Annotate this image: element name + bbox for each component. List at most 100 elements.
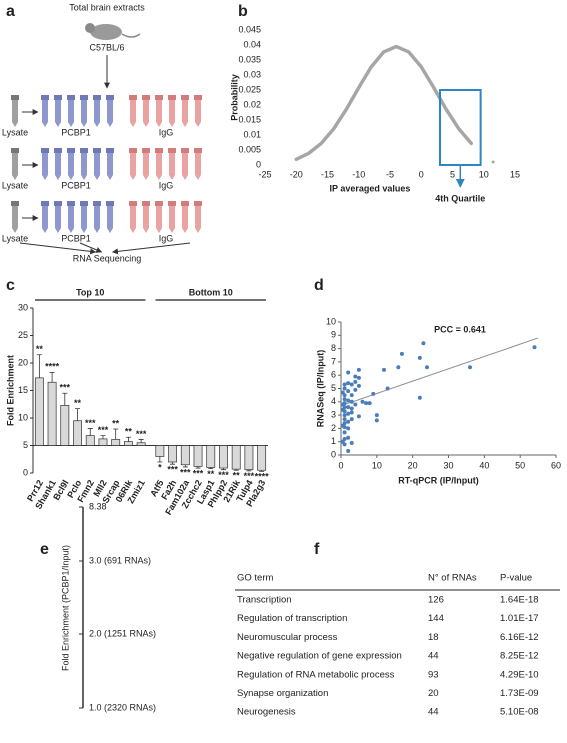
tube (12, 206, 18, 233)
point (385, 386, 390, 391)
x-tick-label: -10 (352, 169, 365, 179)
y-tick-label: 25 (18, 330, 28, 340)
tube (143, 153, 149, 180)
table-header: GO term (237, 573, 274, 584)
tube (107, 206, 113, 233)
point (349, 441, 354, 446)
scale-level: 1.0 (2320 RNAs) (89, 702, 156, 712)
error-bar (36, 354, 42, 378)
tube (94, 153, 100, 180)
point (346, 426, 351, 431)
y-tick-label: 10 (326, 316, 336, 326)
tube-cap (194, 201, 202, 206)
significance-label: *** (193, 468, 204, 478)
tube-cap (142, 201, 150, 206)
lysate-label: Lysate (2, 233, 28, 243)
y-tick-label: 0.045 (238, 24, 261, 34)
tube-cap (142, 95, 150, 100)
tube (55, 153, 61, 180)
y-tick-label: 2 (331, 423, 336, 433)
error-bar (100, 435, 106, 439)
scale-level: 2.0 (1251 RNAs) (89, 628, 156, 638)
x-tick-label: 0 (338, 460, 343, 470)
point (349, 417, 354, 422)
x-tick-label: 40 (479, 460, 489, 470)
tube-cap (129, 201, 137, 206)
outlier-point (491, 160, 495, 164)
table-cell: 126 (428, 595, 444, 606)
significance-label: *** (136, 429, 147, 439)
significance-label: *** (85, 418, 96, 428)
table-cell: 8.25E-12 (500, 651, 539, 662)
tube-cap (41, 148, 49, 153)
point (421, 341, 426, 346)
tube (81, 153, 87, 180)
tube (195, 100, 201, 127)
y-tick-label: 0.035 (238, 54, 261, 64)
x-tick-label: -20 (290, 169, 303, 179)
tube (42, 206, 48, 233)
tube (169, 206, 175, 233)
tube-cap (142, 148, 150, 153)
tube (68, 206, 74, 233)
tube (169, 153, 175, 180)
tube (156, 206, 162, 233)
tube-cap (41, 95, 49, 100)
y-tick-label: 15 (18, 385, 28, 395)
x-axis-label: IP averaged values (330, 183, 411, 193)
tube-cap (194, 95, 202, 100)
tube (130, 153, 136, 180)
panel-label: c (6, 277, 15, 294)
y-tick-label: 0.015 (238, 114, 261, 124)
group-label: Top 10 (76, 287, 104, 297)
x-tick-label: 30 (443, 460, 453, 470)
table-cell: 1.64E-18 (500, 595, 539, 606)
y-tick-label: 0 (331, 449, 336, 459)
y-tick-label: 1 (331, 436, 336, 446)
significance-label: **** (255, 472, 270, 482)
tube-cap (181, 95, 189, 100)
point (364, 401, 369, 406)
significance-label: ** (207, 469, 215, 479)
tube (12, 100, 18, 127)
bar (73, 420, 82, 446)
tube-cap (67, 95, 75, 100)
tube (182, 153, 188, 180)
y-tick-label: 0.03 (243, 69, 261, 79)
point (342, 413, 347, 418)
y-tick-label: 5 (23, 440, 28, 450)
bar (98, 438, 108, 446)
table-cell: 93 (428, 669, 439, 680)
significance-label: ** (125, 427, 133, 437)
tube-cap (106, 148, 114, 153)
y-tick-label: 10 (18, 412, 28, 422)
bar (155, 445, 165, 457)
point (417, 355, 422, 360)
table-header: P-value (500, 573, 532, 584)
tube (94, 206, 100, 233)
bar (123, 441, 133, 446)
tube-cap (80, 201, 88, 206)
tube (81, 100, 87, 127)
mouse-head (85, 23, 95, 33)
tube-cap (11, 148, 19, 153)
lysate-label: Lysate (2, 180, 28, 190)
bar (34, 377, 44, 446)
y-tick-label: 7 (331, 356, 336, 366)
bar (193, 445, 203, 467)
tube (169, 100, 175, 127)
group-label: Bottom 10 (189, 287, 233, 297)
error-bar (138, 439, 144, 443)
table-cell: Synapse organization (237, 688, 328, 699)
control-label: IgG (159, 180, 174, 190)
point (340, 390, 345, 395)
table-cell: 1.73E-09 (500, 688, 539, 699)
significance-label: *** (244, 471, 255, 481)
significance-label: *** (218, 470, 229, 480)
point (342, 382, 347, 387)
significance-label: ** (36, 344, 44, 354)
table-cell: 4.29E-10 (500, 669, 539, 680)
tube-cap (54, 95, 62, 100)
arrow (112, 242, 191, 255)
error-bar (170, 462, 176, 465)
